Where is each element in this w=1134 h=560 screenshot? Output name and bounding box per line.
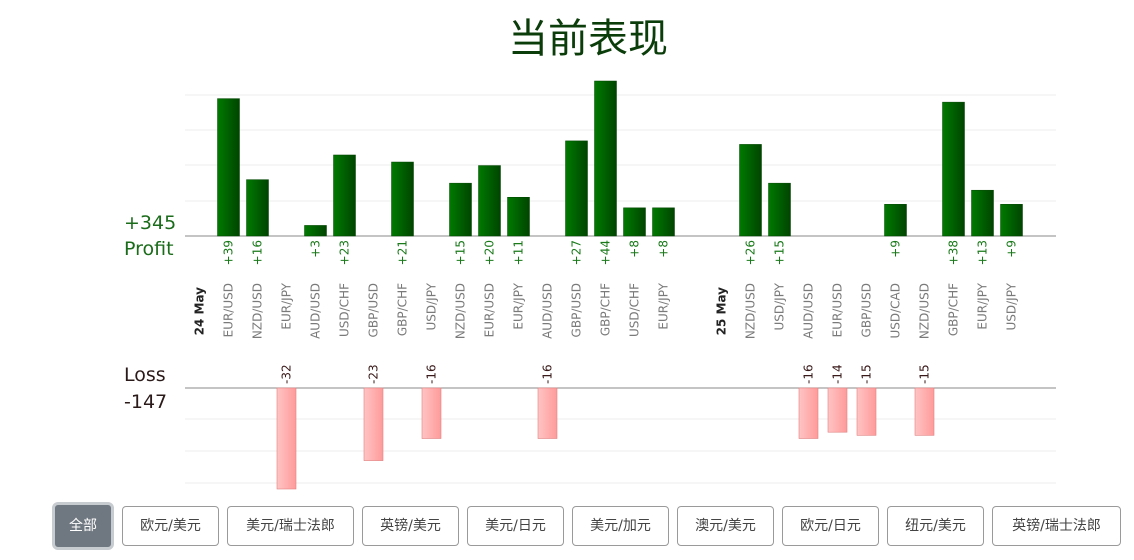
profit-value-label: +44	[599, 240, 613, 265]
loss-value-label: -14	[831, 364, 845, 384]
profit-bar	[971, 189, 994, 237]
filter-button[interactable]: 美元/日元	[467, 506, 564, 546]
date-label: 24 May	[193, 287, 207, 336]
profit-value-label: +15	[454, 240, 468, 265]
profit-value-label: +23	[338, 240, 352, 265]
loss-bar	[914, 387, 935, 436]
profit-bar	[333, 154, 356, 237]
pair-label: AUD/USD	[802, 283, 816, 339]
profit-bar	[449, 182, 472, 237]
loss-bar	[421, 387, 442, 439]
pair-label: USD/CAD	[889, 283, 903, 339]
filter-button[interactable]: 欧元/美元	[122, 506, 219, 546]
profit-bar	[652, 207, 675, 237]
profit-label: Profit	[124, 238, 174, 260]
loss-bar	[537, 387, 558, 439]
loss-label: Loss	[124, 364, 166, 386]
profit-value-label: +21	[396, 240, 410, 265]
pair-label: EUR/JPY	[976, 282, 990, 329]
pair-label: USD/CHF	[338, 283, 352, 337]
pair-label: EUR/JPY	[512, 282, 526, 329]
profit-value-label: +3	[309, 240, 323, 258]
loss-total: -147	[124, 391, 168, 413]
loss-bar	[276, 387, 297, 490]
profit-value-label: +11	[512, 240, 526, 265]
profit-bar	[217, 98, 240, 237]
pair-label: USD/JPY	[425, 282, 439, 330]
pair-label: NZD/USD	[744, 283, 758, 339]
loss-value-label: -32	[280, 364, 294, 384]
pair-label: EUR/JPY	[657, 282, 671, 329]
profit-value-label: +38	[947, 240, 961, 265]
filter-button[interactable]: 美元/加元	[572, 506, 669, 546]
pair-label: NZD/USD	[251, 283, 265, 339]
profit-value-label: +9	[889, 240, 903, 258]
profit-bar	[739, 144, 762, 237]
filter-button[interactable]: 欧元/日元	[782, 506, 879, 546]
profit-value-label: +9	[1005, 240, 1019, 258]
profit-bar	[942, 101, 965, 237]
filter-button[interactable]: 英镑/美元	[362, 506, 459, 546]
profit-bar	[594, 80, 617, 237]
pair-label: NZD/USD	[918, 283, 932, 339]
profit-bar	[246, 179, 269, 237]
page-title: 当前表现	[508, 16, 668, 62]
pair-label: GBP/USD	[367, 283, 381, 337]
profit-bar	[884, 204, 907, 237]
profit-value-label: +27	[570, 240, 584, 265]
pair-label: USD/JPY	[773, 282, 787, 330]
profit-bar	[304, 225, 327, 237]
profit-bar	[478, 165, 501, 237]
profit-bar	[768, 182, 791, 237]
profit-value-label: +15	[773, 240, 787, 265]
profit-bar	[623, 207, 646, 237]
pair-label: GBP/CHF	[947, 283, 961, 336]
profit-bar	[1000, 204, 1023, 237]
pair-label: EUR/USD	[222, 283, 236, 337]
filter-button[interactable]: 纽元/美元	[887, 506, 984, 546]
pair-label: GBP/USD	[570, 283, 584, 337]
profit-value-label: +16	[251, 240, 265, 265]
profit-value-label: +26	[744, 240, 758, 265]
pair-label: EUR/USD	[483, 283, 497, 337]
pair-label: GBP/CHF	[599, 283, 613, 336]
pair-label: AUD/USD	[541, 283, 555, 339]
loss-value-label: -15	[860, 364, 874, 384]
loss-bar	[363, 387, 384, 461]
pair-label: USD/CHF	[628, 283, 642, 337]
profit-value-label: +39	[222, 240, 236, 265]
pair-label: USD/JPY	[1005, 282, 1019, 330]
filter-button-all[interactable]: 全部	[52, 502, 114, 550]
loss-bar	[856, 387, 877, 436]
loss-value-label: -16	[425, 364, 439, 384]
loss-value-label: -15	[918, 364, 932, 384]
performance-chart: 24 May +39 EUR/USD +16 NZD/USD -32 EUR/JPY +3 AU…	[185, 80, 1056, 490]
pair-label: GBP/CHF	[396, 283, 410, 336]
pair-label: GBP/USD	[860, 283, 874, 337]
profit-total: +345	[124, 212, 177, 234]
filter-button[interactable]: 英镑/瑞士法郎	[992, 506, 1121, 546]
loss-bar	[827, 387, 848, 433]
pair-label: NZD/USD	[454, 283, 468, 339]
profit-value-label: +8	[657, 240, 671, 258]
filter-button[interactable]: 美元/瑞士法郎	[227, 506, 354, 546]
profit-bar	[565, 140, 588, 237]
profit-value-label: +8	[628, 240, 642, 258]
loss-value-label: -16	[541, 364, 555, 384]
filter-button[interactable]: 澳元/美元	[677, 506, 774, 546]
loss-value-label: -16	[802, 364, 816, 384]
loss-value-label: -23	[367, 364, 381, 384]
profit-bar	[507, 197, 530, 237]
pair-label: EUR/USD	[831, 283, 845, 337]
pair-label: EUR/JPY	[280, 282, 294, 329]
date-label: 25 May	[715, 287, 729, 336]
profit-value-label: +20	[483, 240, 497, 265]
profit-value-label: +13	[976, 240, 990, 265]
pair-label: AUD/USD	[309, 283, 323, 339]
loss-bar	[798, 387, 819, 439]
profit-bar	[391, 161, 414, 237]
